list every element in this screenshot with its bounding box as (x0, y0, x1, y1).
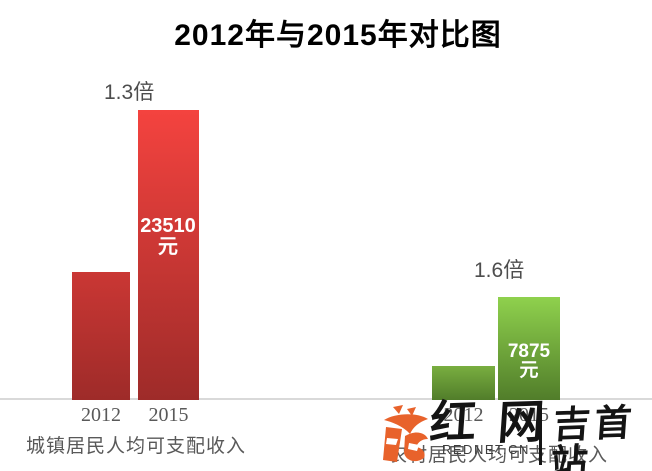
watermark-char-hong: 红 (428, 396, 478, 449)
urban-2015-value-label: 23510 元 (137, 216, 199, 258)
rural-group-caption: 农村居民人均可支配收入 (388, 445, 609, 466)
urban-group-caption: 城镇居民人均可支配收入 (25, 436, 246, 457)
rural-category-2012: 2012 (443, 404, 484, 426)
rural-2015-bar (498, 297, 560, 400)
watermark-domain-text: REDNET.CN (442, 442, 530, 457)
rural-2015-value-label: 7875 元 (498, 342, 560, 380)
urban-2012-bar (72, 272, 130, 400)
urban-ratio-label: 1.3倍 (104, 81, 155, 104)
urban-category-2015: 2015 (148, 404, 189, 426)
urban-2015-bar (138, 110, 199, 400)
watermark-divider-bar (539, 401, 542, 465)
urban-value-number: 23510 (140, 215, 196, 237)
rednet-logo-icon (383, 405, 429, 462)
watermark-station-text: 吉首站 (549, 402, 637, 471)
rural-value-unit: 元 (519, 360, 539, 381)
rural-value-number: 7875 (507, 341, 551, 362)
x-axis-line (0, 398, 652, 400)
rural-ratio-label: 1.6倍 (474, 259, 525, 282)
urban-category-2012: 2012 (81, 404, 121, 426)
rural-2012-bar (432, 366, 495, 400)
chart-title: 2012年与2015年对比图 (174, 19, 502, 52)
urban-value-unit: 元 (158, 236, 178, 258)
